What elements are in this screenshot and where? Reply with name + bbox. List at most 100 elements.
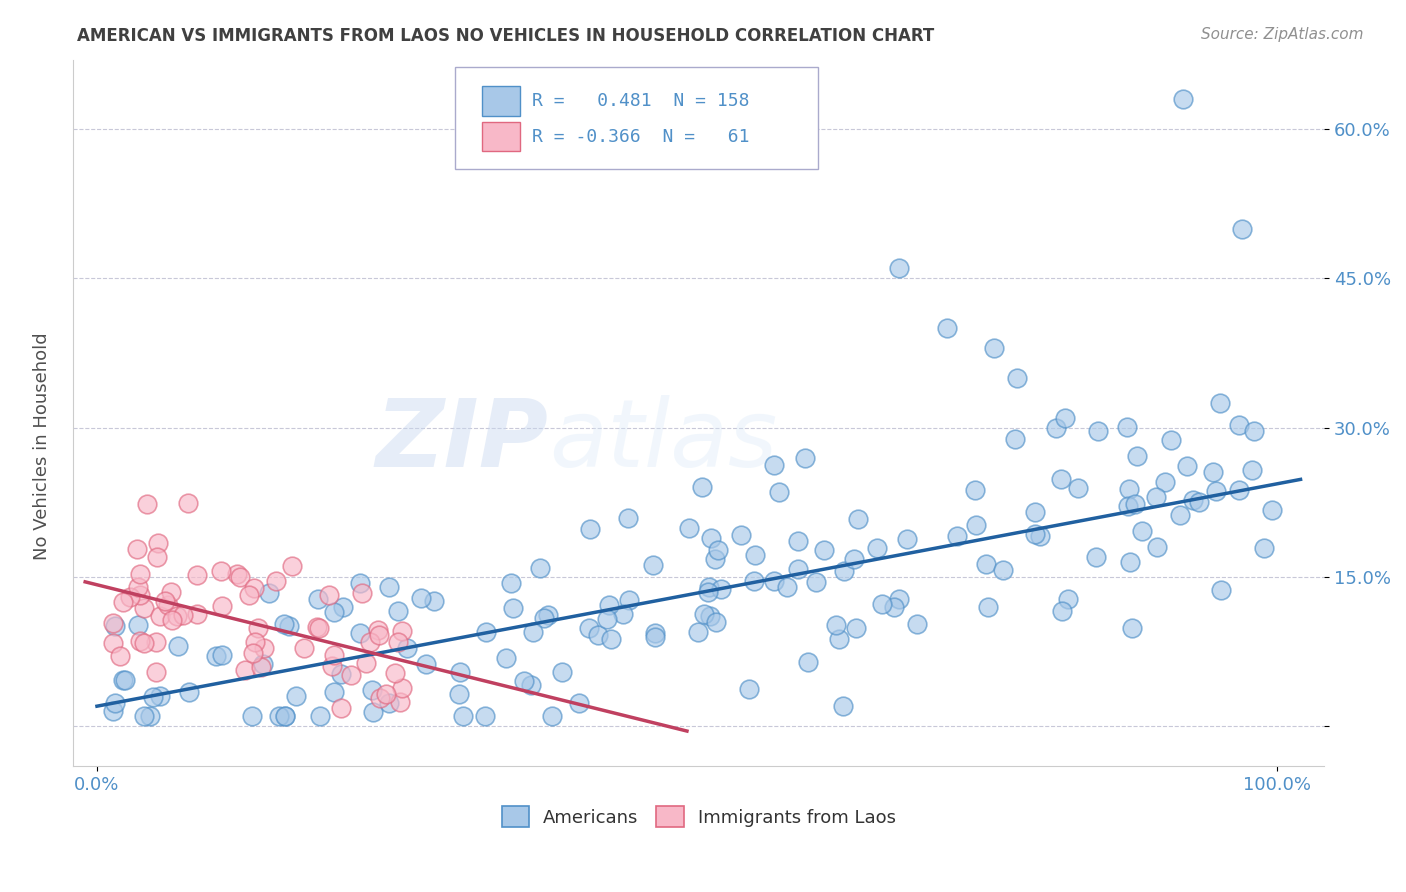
Point — [522, 625, 544, 640]
Point — [340, 668, 363, 682]
Point — [737, 681, 759, 696]
Point — [1130, 524, 1153, 538]
Point — [1144, 490, 1167, 504]
Point — [146, 536, 169, 550]
Point — [643, 558, 665, 572]
Point — [578, 522, 600, 536]
Legend: Americans, Immigrants from Laos: Americans, Immigrants from Laos — [495, 799, 903, 835]
Point — [377, 696, 399, 710]
Point — [389, 695, 412, 709]
Point — [1024, 526, 1046, 541]
Point — [887, 592, 910, 607]
Point — [267, 709, 290, 723]
Point — [475, 625, 498, 640]
Point — [529, 561, 551, 575]
Point — [1243, 424, 1265, 438]
Point — [177, 684, 200, 698]
Point — [976, 558, 998, 572]
Point — [1029, 529, 1052, 543]
Point — [104, 619, 127, 633]
Text: No Vehicles in Household: No Vehicles in Household — [34, 332, 51, 560]
Point — [377, 580, 399, 594]
Point — [617, 593, 640, 607]
Point — [354, 656, 377, 670]
Point — [1188, 495, 1211, 509]
Point — [513, 674, 536, 689]
Point — [229, 570, 252, 584]
Point — [387, 635, 409, 649]
Point — [1146, 540, 1168, 554]
Point — [204, 649, 226, 664]
Point — [697, 585, 720, 599]
Text: atlas: atlas — [548, 395, 778, 486]
Point — [763, 458, 786, 473]
Point — [139, 709, 162, 723]
Point — [541, 709, 564, 723]
Point — [945, 529, 967, 543]
Point — [111, 673, 134, 688]
Point — [1118, 499, 1140, 513]
Point — [307, 620, 329, 634]
Point — [395, 640, 418, 655]
Point — [704, 552, 727, 566]
Point — [391, 624, 413, 638]
Point — [678, 521, 700, 535]
Point — [226, 566, 249, 581]
Point — [744, 548, 766, 562]
Point — [905, 617, 928, 632]
Point — [278, 619, 301, 633]
Point — [273, 617, 295, 632]
Point — [332, 599, 354, 614]
Point — [832, 564, 855, 578]
Point — [127, 580, 149, 594]
Point — [1253, 541, 1275, 556]
Point — [1171, 92, 1194, 106]
Point — [991, 562, 1014, 576]
Point — [776, 580, 799, 594]
Point — [474, 709, 496, 723]
Point — [308, 621, 330, 635]
Point — [247, 621, 270, 635]
Point — [1205, 484, 1227, 499]
Point — [449, 665, 471, 680]
Point — [1227, 417, 1250, 432]
Point — [423, 594, 446, 608]
Text: Source: ZipAtlas.com: Source: ZipAtlas.com — [1201, 27, 1364, 42]
Point — [845, 622, 868, 636]
Text: R = -0.366  N =   61: R = -0.366 N = 61 — [533, 128, 749, 145]
Point — [1053, 410, 1076, 425]
Point — [360, 683, 382, 698]
Point — [361, 705, 384, 719]
Point — [240, 709, 263, 723]
Point — [329, 667, 352, 681]
Point — [495, 651, 517, 665]
Point — [112, 595, 135, 609]
Point — [704, 615, 727, 629]
Point — [252, 657, 274, 671]
Point — [1052, 603, 1074, 617]
Point — [1118, 483, 1140, 497]
Point — [1230, 221, 1253, 235]
Point — [157, 598, 180, 612]
Point — [1241, 463, 1264, 477]
Point — [145, 665, 167, 679]
Point — [129, 633, 152, 648]
Point — [155, 593, 177, 607]
Point — [935, 321, 957, 335]
Point — [101, 704, 124, 718]
Point — [367, 628, 389, 642]
Point — [101, 636, 124, 650]
Point — [145, 635, 167, 649]
Point — [134, 709, 156, 723]
Point — [768, 484, 790, 499]
Point — [177, 496, 200, 510]
Point — [136, 497, 159, 511]
Point — [1084, 549, 1107, 564]
Point — [710, 582, 733, 597]
Point — [134, 601, 156, 615]
FancyBboxPatch shape — [456, 67, 817, 169]
Point — [1121, 621, 1143, 635]
FancyBboxPatch shape — [482, 87, 520, 116]
Point — [1067, 481, 1090, 495]
Point — [1007, 371, 1029, 385]
